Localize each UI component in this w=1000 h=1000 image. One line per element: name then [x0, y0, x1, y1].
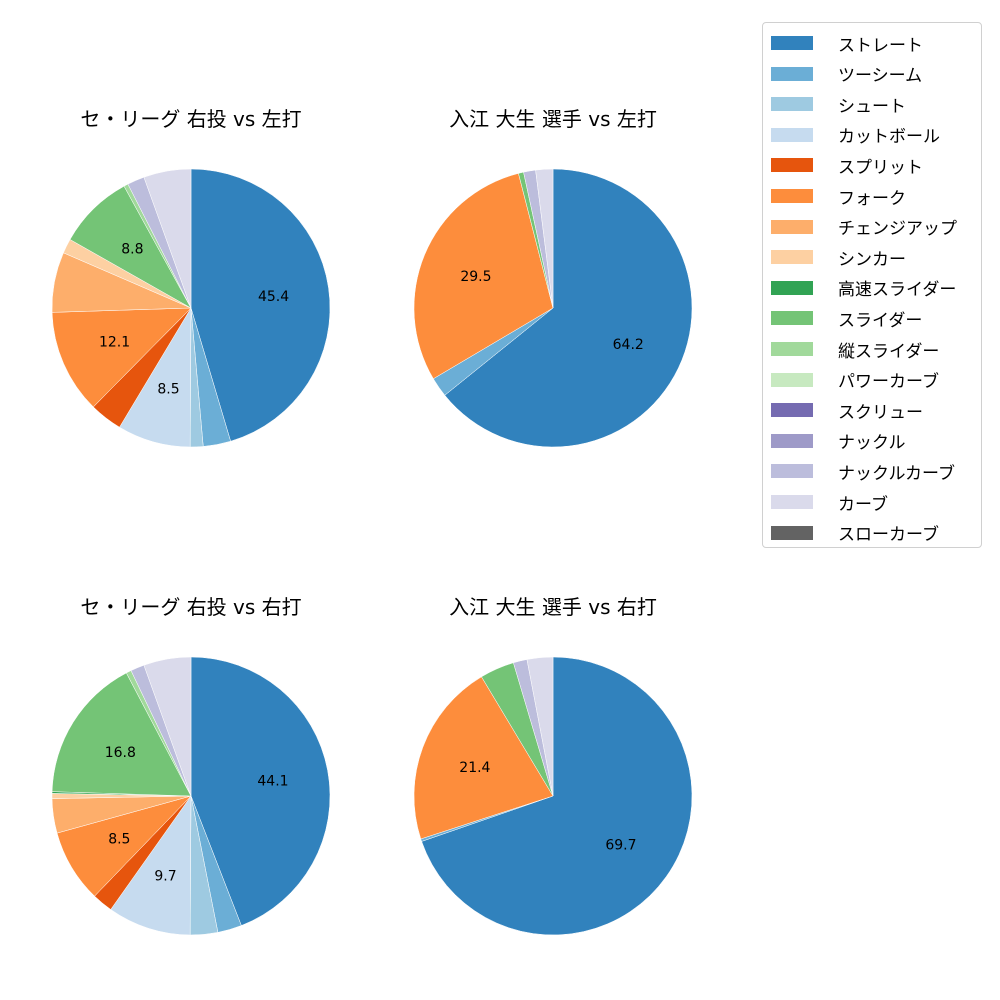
legend-item: シンカー — [771, 245, 906, 270]
legend-label: ストレート — [838, 35, 923, 56]
legend-item: ナックル — [771, 429, 906, 453]
legend-swatch — [771, 311, 813, 326]
pie-slice-label: 8.5 — [108, 832, 130, 848]
pie-slice — [413, 676, 554, 840]
legend-item: カーブ — [771, 490, 888, 515]
chart-title-league-vs-left: セ・リーグ 右投 vs 左打 — [80, 107, 302, 131]
chart-title-player-vs-left: 入江 大生 選手 vs 左打 — [449, 107, 657, 131]
pie-slice-label: 8.5 — [157, 381, 179, 397]
legend-label: スクリュー — [838, 402, 923, 423]
legend-item: ナックルカーブ — [771, 459, 955, 484]
pie-slice — [421, 656, 693, 936]
legend-item: パワーカーブ — [771, 368, 939, 392]
chart-title-league-vs-right: セ・リーグ 右投 vs 右打 — [80, 595, 302, 619]
legend-swatch — [771, 250, 813, 265]
legend-label: スライダー — [838, 310, 923, 331]
pie-slice-label: 21.4 — [459, 760, 490, 776]
pie-slice — [51, 672, 192, 797]
legend-swatch — [771, 36, 813, 50]
legend-swatch — [771, 495, 813, 509]
legend-swatch — [771, 280, 813, 295]
legend-item: スクリュー — [771, 398, 923, 423]
pie-slice — [444, 168, 693, 448]
legend-label: カットボール — [838, 127, 940, 148]
pie-slice — [143, 168, 192, 309]
legend-item: スライダー — [771, 306, 923, 331]
legend-label: ナックル — [838, 433, 906, 454]
pie-slice-label: 9.7 — [154, 868, 176, 884]
chart-title-player-vs-right: 入江 大生 選手 vs 右打 — [449, 595, 657, 619]
legend-label: 高速スライダー — [838, 280, 957, 301]
legend-label: シンカー — [838, 249, 906, 270]
legend-label: シュート — [838, 96, 906, 117]
pie-slice — [110, 795, 192, 936]
pie-slice-label: 29.5 — [460, 269, 491, 285]
legend-swatch — [771, 158, 813, 173]
pie-slice-label: 16.8 — [105, 745, 136, 761]
pie-slice — [413, 173, 554, 380]
pie-slice — [535, 168, 554, 309]
legend-swatch — [771, 66, 813, 81]
legend-item: スプリット — [771, 153, 923, 178]
legend-label: フォーク — [838, 188, 906, 209]
pie-slice — [526, 656, 554, 797]
legend-item: ツーシーム — [771, 62, 922, 86]
legend-swatch — [771, 433, 813, 448]
legend-swatch — [771, 464, 813, 479]
pie-slice — [190, 168, 331, 442]
legend: ストレートツーシームシュートカットボール スプリットフォークチェンジアップ シンカー… — [762, 22, 982, 548]
pie-slice-label: 8.8 — [121, 242, 143, 258]
legend-swatch — [771, 372, 813, 387]
legend-swatch — [771, 97, 813, 112]
legend-swatch — [771, 342, 813, 356]
legend-item: スローカーブ — [771, 521, 939, 545]
pie-slice-label: 64.2 — [613, 337, 644, 353]
legend-item: 縦スライダー — [771, 337, 940, 362]
legend-item: ストレート — [771, 31, 923, 56]
legend-label: カーブ — [838, 494, 888, 515]
pie-slice-label: 45.4 — [258, 289, 289, 305]
legend-swatch — [771, 219, 813, 234]
pie-slice — [190, 656, 331, 926]
legend-label: スローカーブ — [838, 525, 939, 546]
legend-label: スプリット — [838, 157, 923, 178]
pie-slice-label: 12.1 — [99, 334, 130, 350]
legend-label: チェンジアップ — [838, 219, 957, 240]
legend-label: パワーカーブ — [838, 372, 939, 393]
legend-label: ツーシーム — [838, 66, 923, 87]
pie-slice — [143, 656, 192, 797]
legend-item: 高速スライダー — [771, 276, 956, 300]
legend-swatch — [771, 525, 813, 540]
pie-slice-label: 44.1 — [257, 774, 288, 790]
legend-swatch — [771, 127, 813, 142]
legend-swatch — [771, 403, 813, 418]
pie-slice-label: 69.7 — [605, 837, 636, 853]
legend-item: シュート — [771, 92, 906, 117]
legend-item: チェンジアップ — [771, 215, 957, 239]
legend-item: カットボール — [771, 123, 940, 147]
legend-label: ナックルカーブ — [838, 463, 955, 484]
legend-item: フォーク — [771, 184, 906, 209]
legend-label: 縦スライダー — [838, 341, 940, 362]
pie-slice — [51, 307, 192, 408]
legend-swatch — [771, 189, 813, 203]
